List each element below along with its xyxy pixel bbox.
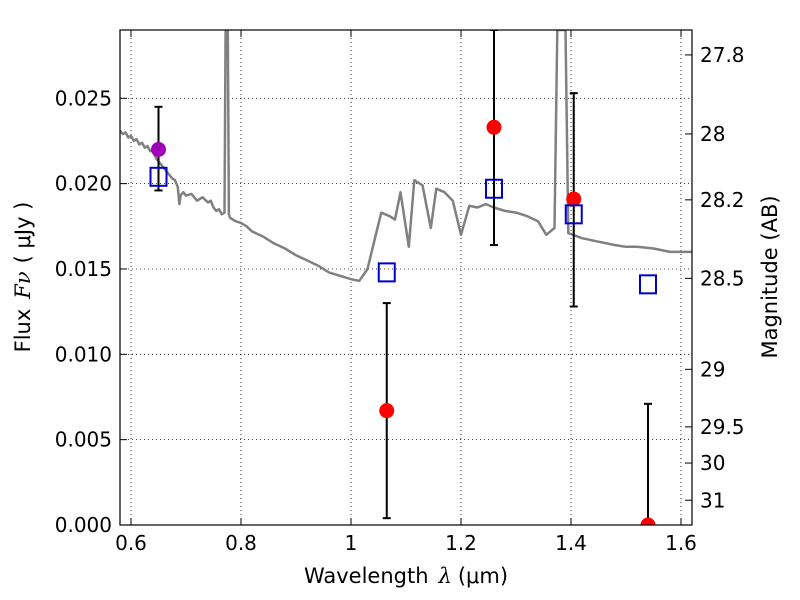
y2-tick-label: 27.8: [700, 43, 745, 67]
x-tick-label: 1: [345, 531, 358, 555]
observed-points: [151, 119, 656, 525]
y2-tick-label: 31: [700, 488, 725, 512]
y-tick-label: 0.020: [55, 172, 112, 196]
observed-point: [151, 141, 166, 157]
y-tick-label: 0.025: [55, 86, 112, 110]
y-tick-label: 0.005: [55, 428, 112, 452]
y2-tick-label: 29.5: [700, 415, 745, 439]
observed-point: [640, 517, 656, 525]
model-photometry-point: [639, 274, 657, 295]
y-axis-label: FluxFν( μJy ): [11, 202, 35, 353]
x-tick-label: 1.2: [445, 531, 477, 555]
x-tick-label: 1.6: [665, 531, 697, 555]
y-tick-label: 0.010: [55, 342, 112, 366]
y2-axis-ticks: 27.8 28 28.2 28.5 29 29.5 30 31: [685, 43, 745, 512]
x-tick-label: 1.4: [555, 531, 587, 555]
y2-tick-label: 28.2: [700, 188, 745, 212]
y2-axis-label: Magnitude (AB): [758, 195, 782, 358]
y-axis-ticks: 0.000 0.005 0.010 0.015 0.020 0.025: [55, 86, 127, 537]
plot-frame: [119, 29, 693, 526]
model-photometry-point: [485, 178, 503, 199]
observed-point: [379, 403, 395, 419]
x-tick-label: 0.6: [115, 531, 147, 555]
model-photometry-points: [149, 166, 657, 295]
plot-background: [120, 30, 692, 525]
model-spectrum-line: [120, 30, 692, 283]
y2-tick-label: 28.5: [700, 266, 745, 290]
x-axis-ticks: 0.6 0.8 1 1.2 1.4 1.6: [115, 30, 697, 555]
observed-point: [566, 191, 582, 207]
x-axis-label: Wavelength λ (μm): [304, 564, 508, 588]
model-photometry-point: [149, 166, 168, 187]
x-tick-label: 0.8: [225, 531, 257, 555]
y-tick-label: 0.015: [55, 257, 112, 281]
model-photometry-point: [564, 204, 583, 225]
y-tick-label: 0.000: [55, 513, 112, 537]
y2-tick-label: 30: [700, 451, 725, 475]
plot-area: [120, 30, 692, 525]
y2-tick-label: 28: [700, 122, 725, 146]
y2-tick-label: 29: [700, 357, 725, 381]
model-photometry-point: [377, 262, 396, 283]
observed-point: [486, 119, 502, 135]
